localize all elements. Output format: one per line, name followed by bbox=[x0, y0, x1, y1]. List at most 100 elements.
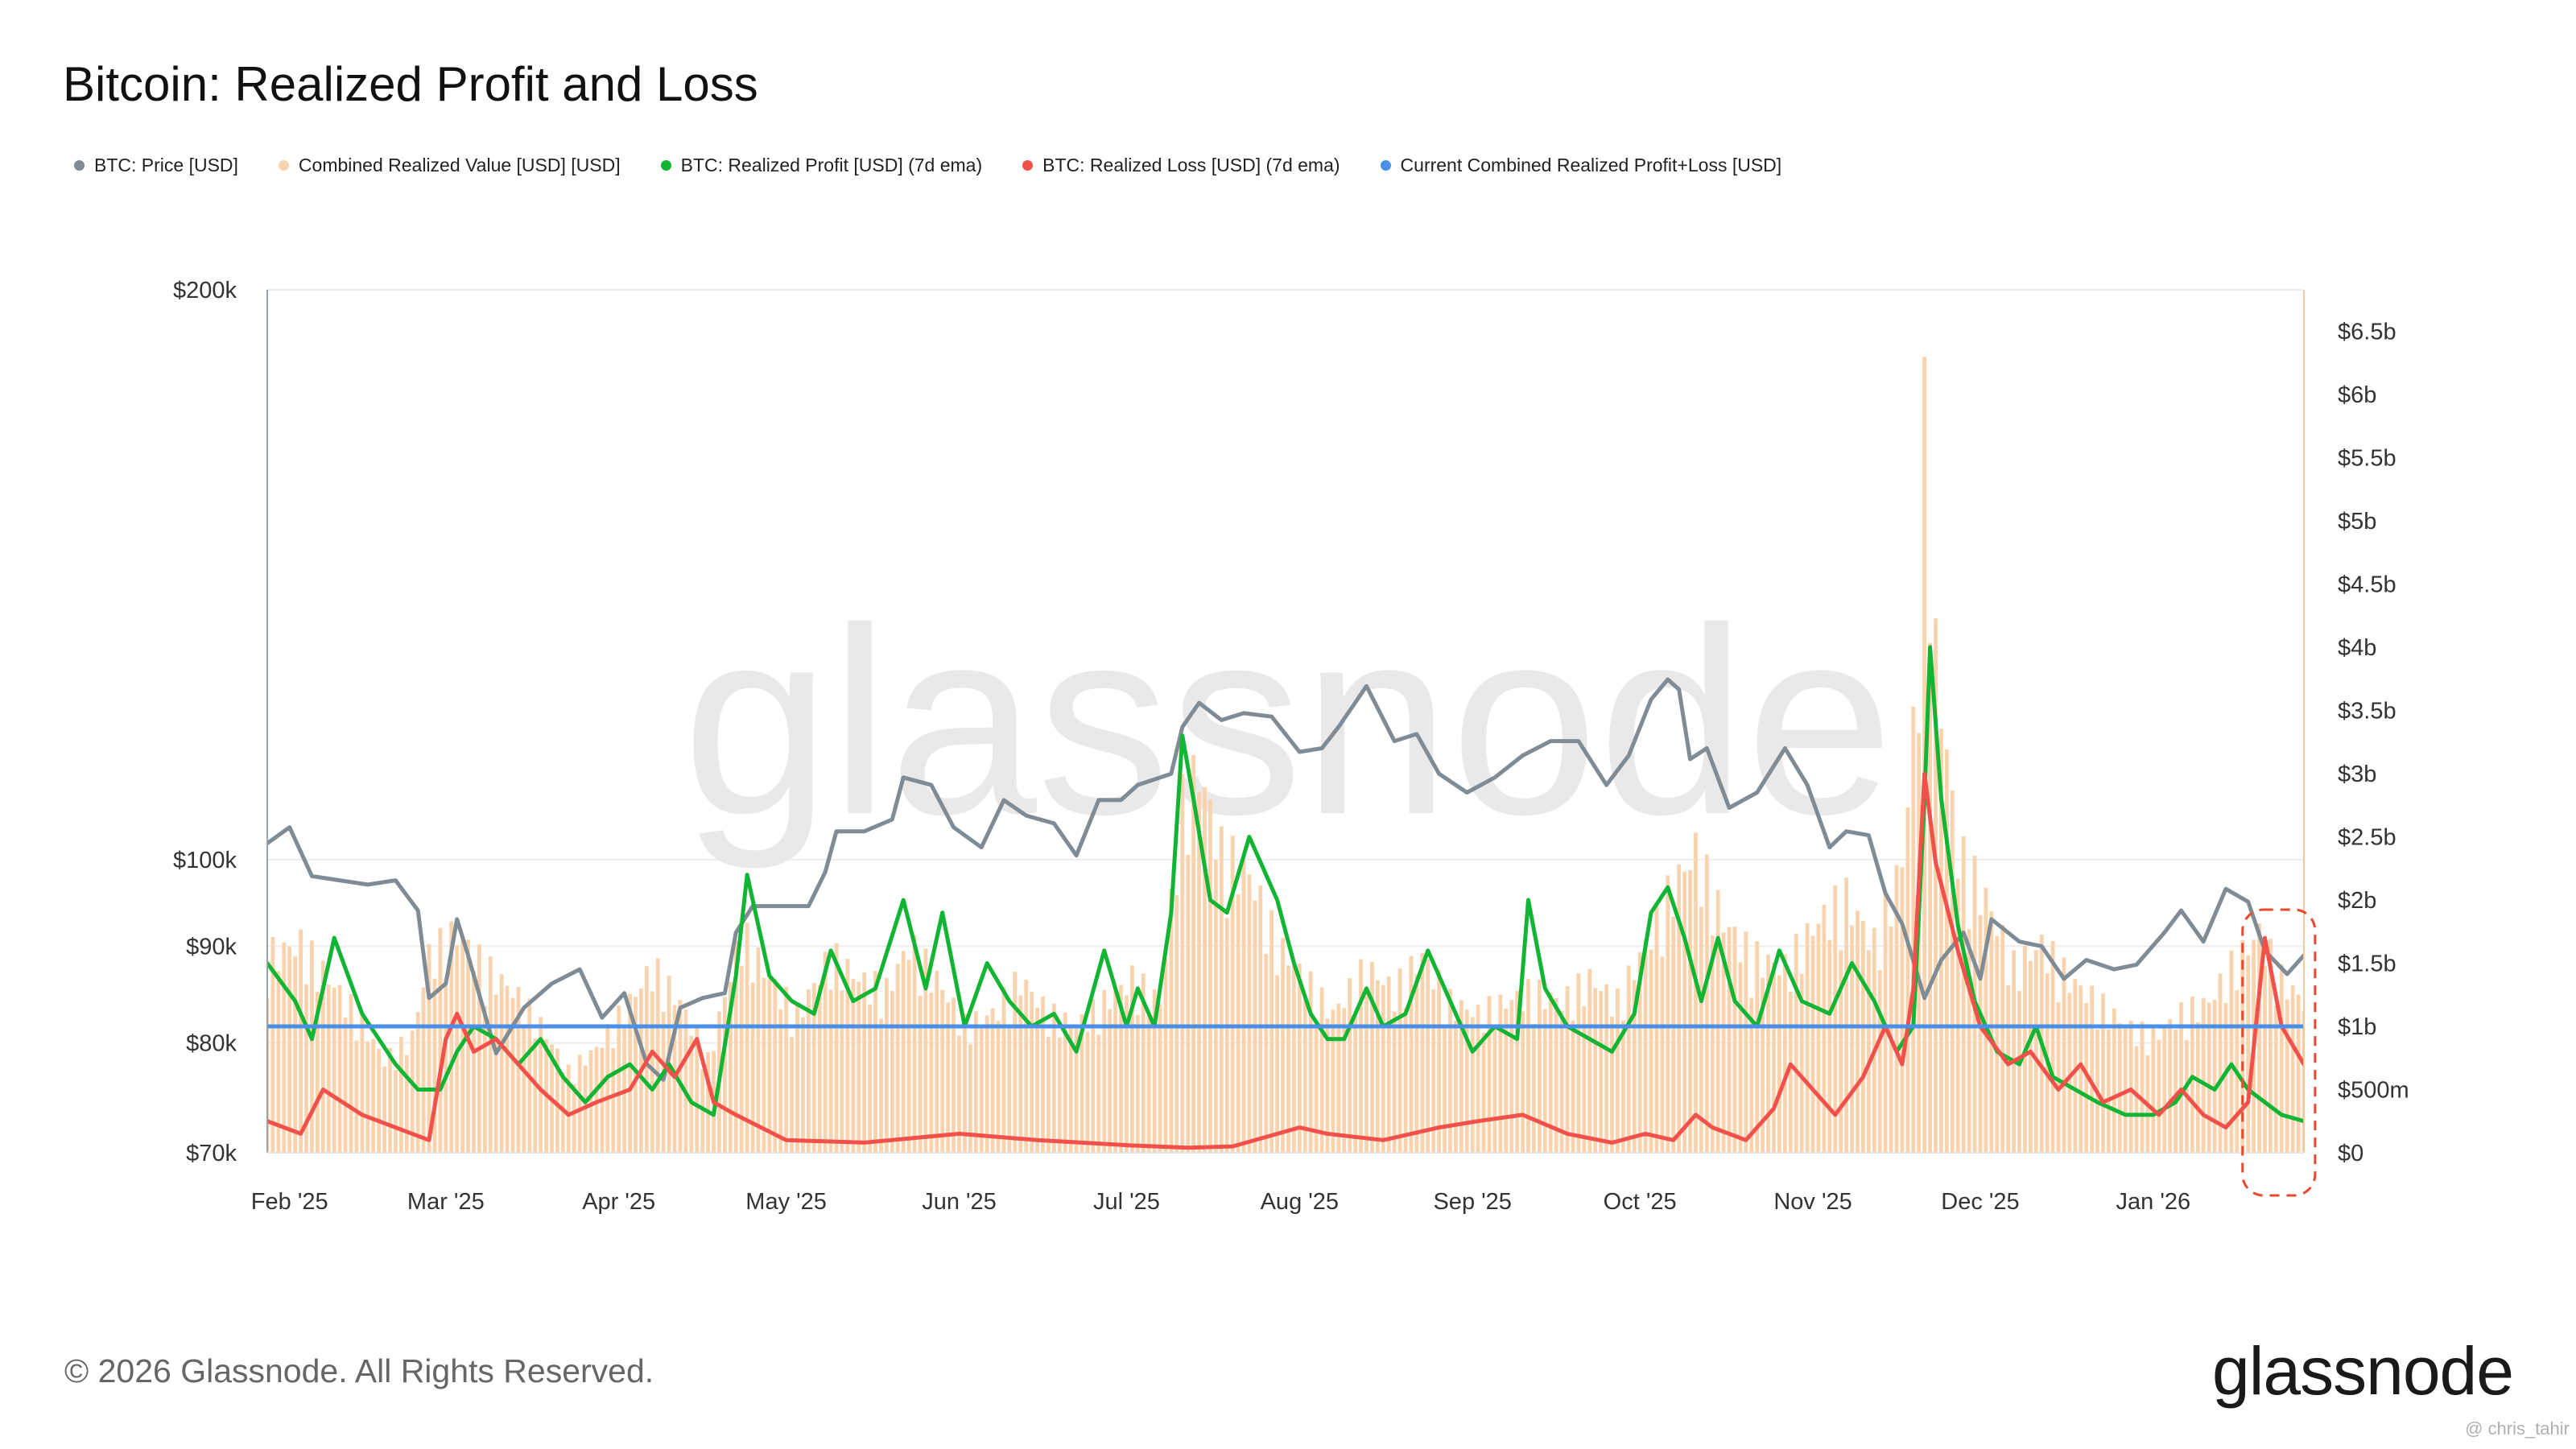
value-bar bbox=[628, 993, 632, 1153]
value-bar bbox=[1827, 939, 1832, 1153]
series-lines bbox=[267, 645, 2304, 1150]
value-bar bbox=[577, 1055, 582, 1153]
value-bar bbox=[1414, 974, 1419, 1153]
x-tick-label: Jan '26 bbox=[2116, 1189, 2191, 1215]
value-bar bbox=[2290, 985, 2295, 1153]
value-bar bbox=[1928, 642, 1932, 1153]
value-bar bbox=[801, 1017, 805, 1153]
value-bar bbox=[1096, 1034, 1101, 1153]
value-bar bbox=[299, 929, 303, 1153]
value-bar bbox=[1666, 875, 1670, 1153]
value-bar bbox=[722, 997, 727, 1153]
value-bar bbox=[1604, 984, 1608, 1153]
x-tick-label: Dec '25 bbox=[1941, 1189, 2019, 1215]
value-bar bbox=[745, 923, 749, 1153]
value-bar bbox=[773, 979, 778, 1153]
value-bar bbox=[2168, 1018, 2173, 1153]
value-bar bbox=[337, 985, 342, 1153]
value-bar bbox=[1068, 1026, 1073, 1153]
value-bar bbox=[689, 1035, 694, 1153]
value-bar bbox=[1359, 959, 1363, 1153]
value-bar bbox=[2006, 985, 2011, 1153]
value-bar bbox=[728, 981, 733, 1153]
value-bar bbox=[2223, 1002, 2228, 1153]
y-left-tick-label: $100k bbox=[173, 848, 237, 873]
value-bar bbox=[360, 1012, 365, 1153]
value-bar bbox=[918, 995, 923, 1153]
value-bar bbox=[1336, 1003, 1341, 1153]
value-bar bbox=[2162, 1026, 2167, 1153]
value-bar bbox=[2257, 923, 2261, 1153]
value-bar bbox=[555, 1048, 559, 1153]
value-bar bbox=[1191, 754, 1196, 1153]
value-bar bbox=[472, 971, 476, 1153]
value-bar bbox=[1024, 980, 1029, 1153]
value-bar bbox=[421, 987, 426, 1153]
y-left-tick-label: $80k bbox=[186, 1031, 237, 1057]
value-bar bbox=[1258, 885, 1263, 1153]
value-bar bbox=[499, 974, 504, 1153]
value-bar bbox=[1498, 994, 1503, 1153]
value-bar bbox=[1554, 997, 1558, 1153]
y-right-tick-label: $4b bbox=[2338, 635, 2376, 661]
legend-label: Current Combined Realized Profit+Loss [U… bbox=[1400, 155, 1782, 175]
value-bar bbox=[1565, 985, 1570, 1153]
value-bar bbox=[2028, 960, 2033, 1153]
legend-item-btc-price-usd[interactable]: BTC: Price [USD] bbox=[74, 155, 238, 176]
value-bar bbox=[1230, 836, 1235, 1153]
value-bar bbox=[817, 985, 822, 1153]
value-bar bbox=[1794, 933, 1798, 1153]
legend-item-btc-realized-profit-usd-7d-ema[interactable]: BTC: Realized Profit [USD] (7d ema) bbox=[660, 155, 982, 176]
value-bar bbox=[706, 1051, 710, 1153]
value-bar bbox=[1264, 953, 1269, 1153]
value-bar bbox=[2263, 965, 2267, 1153]
value-bar bbox=[1291, 966, 1296, 1153]
value-bar bbox=[510, 997, 515, 1153]
value-bar bbox=[282, 942, 287, 1153]
value-bar bbox=[1995, 935, 2000, 1153]
legend-item-combined-realized-value-usd-usd[interactable]: Combined Realized Value [USD] [USD] bbox=[278, 155, 621, 176]
value-bar bbox=[1431, 989, 1436, 1153]
value-bar bbox=[1208, 799, 1212, 1153]
value-bar bbox=[293, 956, 298, 1153]
value-bar bbox=[979, 1025, 984, 1153]
y-left-tick-label: $90k bbox=[186, 934, 237, 960]
value-bar bbox=[834, 943, 839, 1153]
value-bar bbox=[1620, 1020, 1625, 1153]
value-bar bbox=[310, 940, 314, 1153]
value-bar bbox=[1861, 921, 1865, 1153]
legend-item-btc-realized-loss-usd-7d-ema[interactable]: BTC: Realized Loss [USD] (7d ema) bbox=[1022, 155, 1340, 176]
value-bar bbox=[1091, 998, 1096, 1153]
value-bar bbox=[2012, 950, 2016, 1153]
value-bar bbox=[784, 986, 789, 1153]
value-bar bbox=[1146, 1012, 1151, 1153]
value-bar bbox=[1682, 871, 1687, 1153]
value-bar bbox=[1308, 971, 1313, 1153]
value-bar bbox=[1135, 1015, 1140, 1153]
value-bar bbox=[1532, 1024, 1536, 1153]
value-bar bbox=[1593, 988, 1598, 1153]
value-bar bbox=[952, 997, 956, 1153]
value-bar bbox=[2079, 985, 2083, 1153]
value-bar bbox=[1348, 978, 1352, 1153]
value-bar bbox=[2190, 996, 2194, 1153]
value-bar bbox=[739, 965, 744, 1153]
value-bar bbox=[790, 1037, 794, 1153]
value-bar bbox=[2201, 997, 2206, 1153]
legend-item-current-combined-realized-profit-loss-usd[interactable]: Current Combined Realized Profit+Loss [U… bbox=[1380, 155, 1782, 176]
value-bar bbox=[371, 1038, 376, 1153]
value-bar bbox=[1370, 962, 1374, 1153]
value-bar bbox=[1542, 1009, 1547, 1153]
value-bar bbox=[1877, 970, 1882, 1153]
value-bar bbox=[1571, 1020, 1575, 1153]
value-bar bbox=[1063, 1012, 1067, 1153]
value-bar bbox=[1833, 885, 1838, 1153]
value-bar bbox=[1688, 869, 1692, 1153]
value-bar bbox=[1426, 959, 1430, 1153]
value-bar bbox=[1643, 939, 1648, 1153]
x-tick-label: May '25 bbox=[745, 1189, 827, 1215]
value-bar bbox=[1749, 997, 1754, 1153]
value-bar bbox=[1967, 929, 1971, 1153]
value-bar bbox=[1582, 1006, 1587, 1153]
value-bar bbox=[1911, 706, 1916, 1153]
